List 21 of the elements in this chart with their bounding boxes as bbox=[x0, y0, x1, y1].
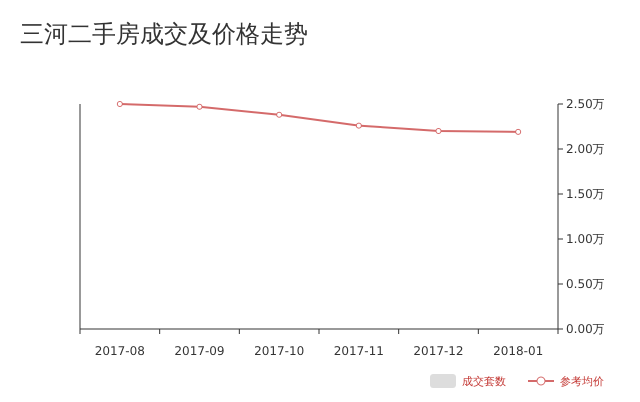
y2-tick-label: 0.50万 bbox=[566, 277, 605, 291]
point bbox=[196, 104, 202, 110]
point bbox=[515, 128, 522, 135]
x-tick-label: 2017-12 bbox=[413, 344, 464, 358]
y2-tick-label: 2.50万 bbox=[566, 97, 605, 111]
x-tick-label: 2017-09 bbox=[174, 344, 225, 358]
legend-label: 参考均价 bbox=[560, 375, 604, 388]
point bbox=[436, 128, 442, 134]
y2-tick-label: 1.00万 bbox=[566, 232, 605, 246]
y2-tick-label: 1.50万 bbox=[566, 187, 605, 201]
x-tick-label: 2017-08 bbox=[94, 344, 145, 358]
x-tick-label: 2017-11 bbox=[334, 344, 384, 358]
point bbox=[356, 122, 362, 129]
x-tick-label: 2018-01 bbox=[493, 344, 544, 358]
chart-title: 三河二手房成交及价格走势 bbox=[20, 20, 308, 48]
point bbox=[116, 101, 123, 107]
y2-tick-label: 0.00万 bbox=[566, 322, 605, 336]
point bbox=[276, 112, 282, 118]
y2-tick-label: 2.00万 bbox=[566, 142, 605, 156]
legend-label: 成交套数 bbox=[462, 375, 506, 388]
x-tick-label: 2017-10 bbox=[254, 344, 304, 358]
